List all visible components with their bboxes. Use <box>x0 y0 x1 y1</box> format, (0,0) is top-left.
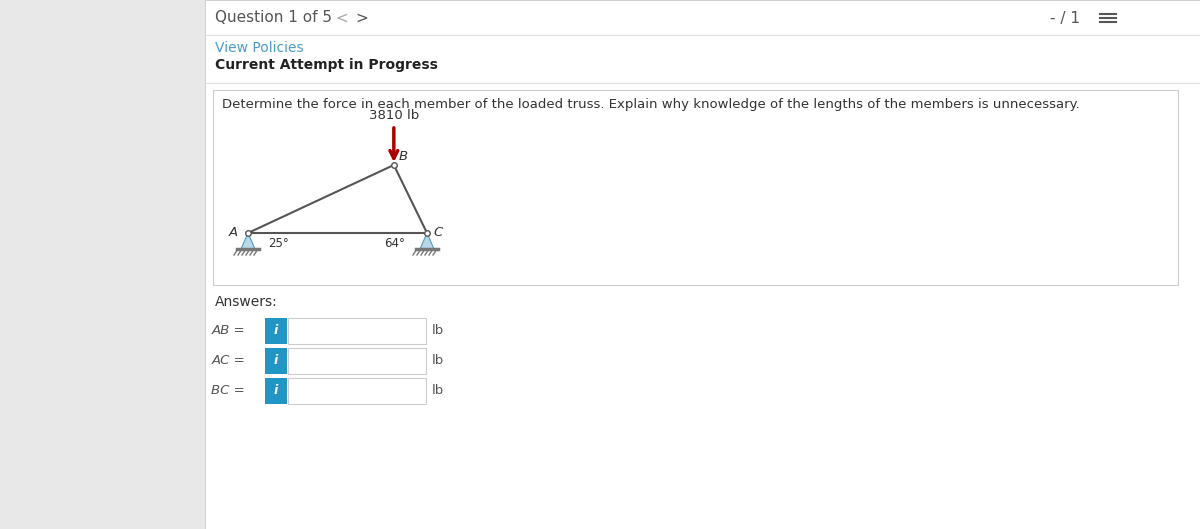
Text: Question 1 of 5: Question 1 of 5 <box>215 11 332 25</box>
FancyBboxPatch shape <box>288 378 426 404</box>
Text: BC =: BC = <box>211 385 245 397</box>
Text: A: A <box>229 225 238 239</box>
Text: AC =: AC = <box>211 354 245 368</box>
Text: 64°: 64° <box>384 237 406 250</box>
Text: 25°: 25° <box>268 237 289 250</box>
Text: lb: lb <box>432 385 444 397</box>
Text: lb: lb <box>432 324 444 338</box>
Text: C: C <box>433 225 443 239</box>
Text: <: < <box>335 11 348 25</box>
Text: >: > <box>355 11 367 25</box>
FancyBboxPatch shape <box>265 318 287 344</box>
FancyBboxPatch shape <box>214 90 1178 285</box>
FancyBboxPatch shape <box>288 348 426 374</box>
FancyBboxPatch shape <box>265 348 287 374</box>
Text: i: i <box>274 354 278 368</box>
Text: View Policies: View Policies <box>215 41 304 55</box>
Polygon shape <box>420 233 434 249</box>
Text: i: i <box>274 324 278 338</box>
Text: i: i <box>274 385 278 397</box>
Text: lb: lb <box>432 354 444 368</box>
FancyBboxPatch shape <box>265 378 287 404</box>
Text: - / 1: - / 1 <box>1050 11 1080 25</box>
FancyBboxPatch shape <box>205 0 1200 529</box>
Text: B: B <box>398 150 408 163</box>
Text: Determine the force in each member of the loaded truss. Explain why knowledge of: Determine the force in each member of th… <box>222 98 1080 111</box>
Text: AB =: AB = <box>211 324 245 338</box>
Polygon shape <box>241 233 256 249</box>
FancyBboxPatch shape <box>288 318 426 344</box>
Text: Current Attempt in Progress: Current Attempt in Progress <box>215 58 438 72</box>
Text: 3810 lb: 3810 lb <box>368 109 419 122</box>
Text: Answers:: Answers: <box>215 295 277 309</box>
